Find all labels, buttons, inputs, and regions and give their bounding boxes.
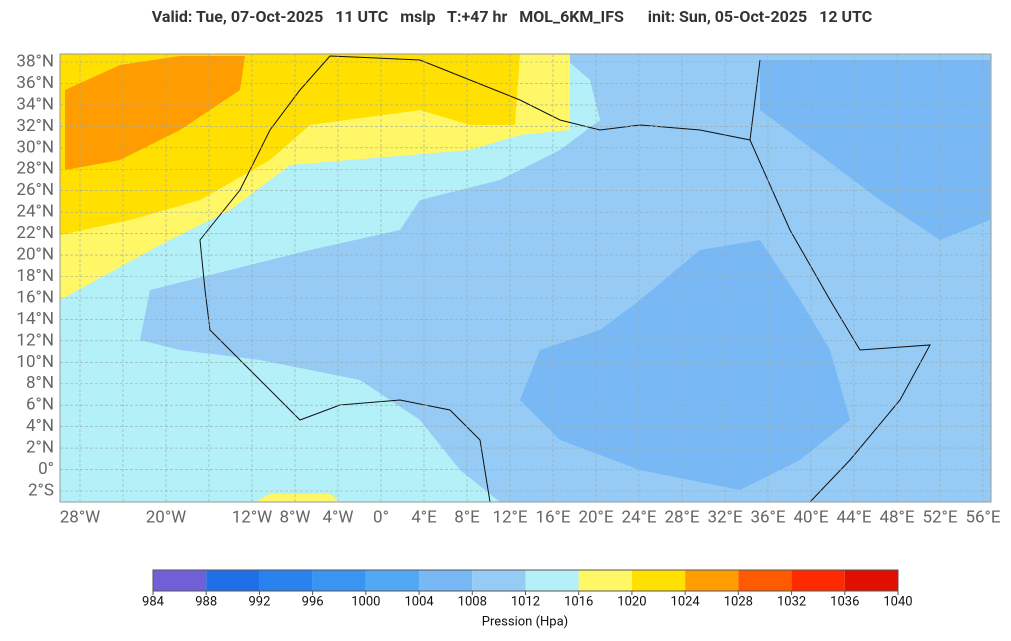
lon-label: 44°E [836, 507, 871, 527]
colorbar-swatch [472, 570, 526, 591]
lat-label: 32°N [16, 116, 54, 136]
lon-label: 52°E [922, 507, 957, 527]
colorbar-tick-label: 1036 [830, 594, 859, 609]
colorbar-tick-label: 1020 [617, 594, 646, 609]
lon-label: 0° [373, 507, 389, 527]
lon-label: 56°E [965, 507, 1000, 527]
lat-label: 16°N [16, 287, 54, 307]
colorbar-tick-label: 996 [302, 594, 324, 609]
lat-label: 0° [38, 459, 54, 479]
colorbar-tick-label: 1040 [883, 594, 912, 609]
lon-label: 8°W [280, 507, 311, 527]
lat-label: 28°N [16, 159, 54, 179]
lat-label: 2°S [28, 480, 54, 500]
field-1004 [520, 240, 850, 490]
lat-label: 14°N [16, 309, 54, 329]
lat-label: 26°N [16, 180, 54, 200]
colorbar-swatch [259, 570, 313, 591]
colorbar-tick-label: 1008 [458, 594, 487, 609]
lat-label: 36°N [16, 73, 54, 93]
lat-label: 4°N [26, 416, 54, 436]
lon-label: 28°W [60, 507, 101, 527]
lon-label: 24°E [621, 507, 656, 527]
colorbar-tick-label: 1016 [564, 594, 593, 609]
colorbar-tick-label: 1024 [671, 594, 701, 609]
lat-label: 2°N [26, 438, 54, 458]
colorbar-swatch [419, 570, 473, 591]
lat-label: 12°N [16, 330, 54, 350]
lon-label: 48°E [879, 507, 914, 527]
lon-label: 12°W [232, 507, 273, 527]
lon-label: 36°E [750, 507, 785, 527]
colorbar-swatch [312, 570, 366, 591]
lat-label: 6°N [26, 395, 54, 415]
lon-label: 20°E [578, 507, 613, 527]
lat-label: 30°N [16, 137, 54, 157]
field-1024 [65, 56, 245, 170]
colorbar-swatch [153, 570, 207, 591]
colorbar-label: Pression (Hpa) [482, 614, 568, 629]
lon-label: 40°E [793, 507, 828, 527]
colorbar-swatch [206, 570, 260, 591]
lon-label: 8°E [454, 507, 480, 527]
lat-label: 24°N [16, 202, 54, 222]
lon-label: 12°E [492, 507, 527, 527]
colorbar-tick-label: 1004 [404, 594, 434, 609]
lat-label: 20°N [16, 245, 54, 265]
lon-label: 28°E [664, 507, 699, 527]
colorbar-tick-label: 1028 [724, 594, 753, 609]
colorbar-swatch [578, 570, 632, 591]
field-1016 [255, 494, 340, 502]
lon-label: 16°E [535, 507, 570, 527]
colorbar-swatch [365, 570, 420, 591]
colorbar-swatch [631, 570, 686, 591]
colorbar-swatch [791, 570, 845, 591]
lon-label: 32°E [707, 507, 742, 527]
colorbar-tick-label: 992 [248, 594, 270, 609]
colorbar-swatch [685, 570, 739, 591]
lat-label: 18°N [16, 266, 54, 286]
colorbar-tick-label: 984 [142, 594, 165, 609]
title: Valid: Tue, 07-Oct-2025 11 UTC mslp T:+4… [152, 7, 872, 26]
colorbar-swatch [525, 570, 579, 591]
lat-label: 10°N [16, 352, 54, 372]
lat-label: 34°N [16, 94, 54, 114]
colorbar-swatch [844, 570, 898, 591]
lon-label: 20°W [146, 507, 187, 527]
pressure-field [60, 54, 991, 502]
colorbar-swatch [738, 570, 792, 591]
map-frame [59, 53, 992, 503]
lat-label: 22°N [16, 223, 54, 243]
lon-label: 4°W [323, 507, 354, 527]
lon-label: 4°E [411, 507, 437, 527]
colorbar-tick-label: 988 [195, 594, 217, 609]
colorbar-tick-label: 1000 [351, 594, 380, 609]
colorbar-tick-label: 1012 [511, 594, 540, 609]
lat-label: 8°N [26, 373, 54, 393]
graticule [60, 54, 991, 502]
lat-label: 38°N [16, 51, 54, 71]
colorbar-tick-label: 1032 [777, 594, 806, 609]
